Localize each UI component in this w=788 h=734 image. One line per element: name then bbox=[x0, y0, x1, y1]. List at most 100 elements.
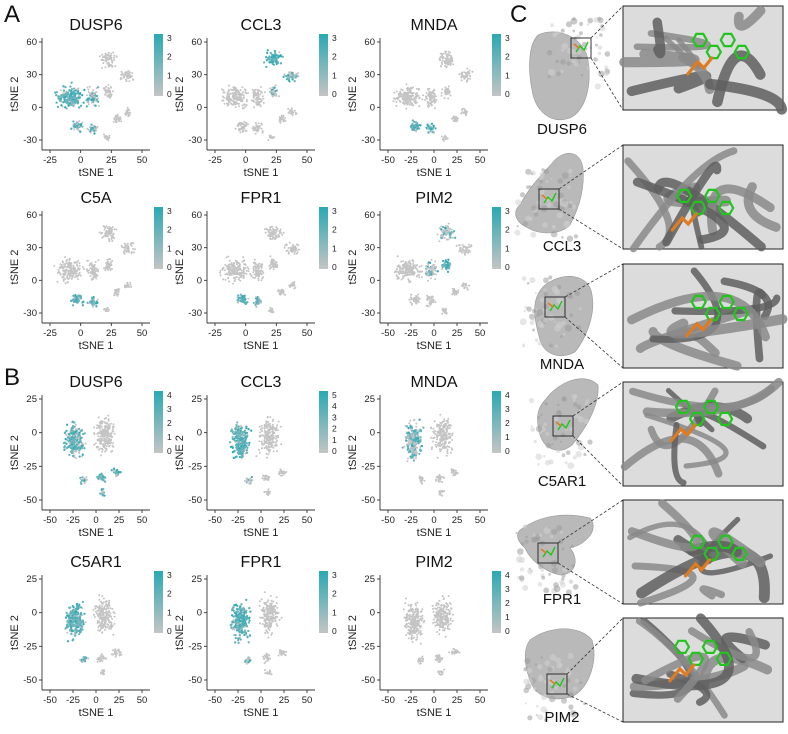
panel-a-plot-3-cell-point bbox=[427, 102, 429, 104]
panel-b-plot-1-cell-point bbox=[80, 445, 83, 448]
panel-b-plot-2-x-label: tSNE 1 bbox=[244, 527, 279, 539]
panel-a-plot-2-cell-point bbox=[234, 93, 237, 96]
panel-a-plot-1-cell-point bbox=[127, 108, 130, 111]
panel-b-plot-3-cell-point bbox=[439, 413, 442, 416]
panel-a-plot-1-cell-point bbox=[73, 96, 76, 100]
panel-a-plot-3-cell-point bbox=[469, 77, 472, 80]
panel-a-plot-5-cell-point bbox=[253, 273, 256, 276]
panel-a-plot-6-cell-point bbox=[395, 274, 398, 277]
panel-b-plot-1-cell-point bbox=[77, 427, 81, 431]
panel-a-plot-5-cell-point bbox=[239, 296, 242, 299]
panel-a-plot-2-cell-point bbox=[242, 130, 245, 133]
panel-a-plot-5-cell-point bbox=[228, 274, 231, 277]
panel-a-plot-1-cell-point bbox=[111, 61, 114, 64]
panel-a-plot-1-cell-point bbox=[98, 104, 101, 107]
panel-a-plot-6-cell-point bbox=[430, 277, 432, 280]
panel-a-plot-3-y-tick-label: 60 bbox=[364, 37, 375, 48]
panel-a-plot-5-colorbar-label: 1 bbox=[332, 243, 337, 253]
panel-a-plot-3-cell-point bbox=[428, 87, 431, 90]
panel-a-plot-4-cell-point bbox=[104, 269, 107, 272]
panel-a-plot-4-cell-point bbox=[125, 244, 128, 247]
panel-a-plot-5-cell-point bbox=[243, 272, 246, 275]
panel-a-plot-3-cell-point bbox=[429, 102, 432, 105]
panel-b-plot-2-y-tick-label: 25 bbox=[191, 394, 202, 405]
panel-b-plot-3-cell-point bbox=[415, 425, 418, 428]
panel-b-plot-1-cell-point bbox=[102, 488, 105, 491]
panel-b-plot-3-cell-point bbox=[441, 440, 444, 443]
panel-a-plot-6-cell-point bbox=[426, 294, 429, 297]
panel-a-plot-1-cell-point bbox=[125, 112, 128, 115]
panel-a-letter: A bbox=[4, 1, 20, 28]
panel-a-plot-6-cell-point bbox=[408, 268, 411, 271]
panel-b-plot-1-cell-point bbox=[70, 451, 74, 454]
panel-a-plot-3-cell-point bbox=[461, 109, 464, 111]
panel-a-plot-4-cell-point bbox=[70, 277, 73, 280]
panel-a-plot-3-cell-point bbox=[419, 124, 422, 127]
panel-b-plot-1-cell-point bbox=[72, 431, 75, 434]
panel-b-plot-3-cell-point bbox=[422, 426, 425, 429]
panel-a-plot-3-cell-point bbox=[416, 127, 419, 130]
panel-a-plot-2-cell-point bbox=[257, 94, 260, 97]
panel-a-plot-3-cell-point bbox=[449, 94, 452, 97]
panel-a-plot-6-cell-point bbox=[430, 302, 433, 305]
panel-a-plot-3-cell-point bbox=[429, 98, 432, 101]
panel-b-plot-1-cell-point bbox=[98, 478, 101, 481]
panel-a-plot-5-cell-point bbox=[236, 261, 238, 264]
panel-a-plot-3-cell-point bbox=[413, 101, 416, 103]
panel-a-plot-6-cell-point bbox=[447, 258, 450, 261]
panel-a-plot-4-cell-point bbox=[71, 304, 75, 307]
panel-b-plot-3-cell-point bbox=[443, 432, 446, 435]
panel-a-plot-1-cell-point bbox=[124, 71, 127, 74]
panel-a-plot-5-cell-point bbox=[297, 248, 300, 251]
panel-a-plot-3-cell-point bbox=[468, 69, 471, 72]
panel-a-plot-1-cell-point bbox=[87, 128, 90, 131]
panel-a-plot-4-cell-point bbox=[83, 268, 85, 271]
panel-a-plot-1-cell-point bbox=[85, 94, 88, 97]
panel-b-plot-2-colorbar-label: 4 bbox=[332, 401, 337, 411]
panel-a-plot-6-cell-point bbox=[454, 236, 457, 239]
panel-a-plot-3-cell-point bbox=[462, 75, 465, 78]
panel-b-plot-2-cell-point bbox=[246, 477, 248, 480]
panel-a-plot-5-cell-point bbox=[247, 267, 250, 270]
panel-b-plot-1-cell-point bbox=[62, 441, 66, 445]
panel-b-plot-3-cell-point bbox=[404, 438, 407, 441]
panel-b-plot-2-cell-point bbox=[280, 472, 283, 475]
panel-a-plot-4-cell-point bbox=[94, 261, 97, 263]
panel-a-plot-3-cell-point bbox=[407, 88, 409, 91]
panel-a-plot-6-cell-point bbox=[446, 238, 448, 241]
panel-a-plot-2-x-tick-label: -25 bbox=[208, 155, 222, 166]
panel-b-plot-2-cell-point bbox=[267, 494, 270, 496]
panel-b-plot-3-cell-point bbox=[442, 445, 445, 448]
panel-a-plot-2-cell-point bbox=[227, 102, 230, 105]
panel-a-plot-5-cell-point bbox=[238, 263, 241, 266]
panel-a-plot-1-y-tick-label: 0 bbox=[32, 102, 37, 113]
panel-a-plot-5-cell-point bbox=[245, 272, 248, 275]
panel-a-plot-3-cell-point bbox=[443, 135, 446, 138]
panel-a-plot-6-cell-point bbox=[401, 277, 404, 279]
panel-b-plot-3-x-tick-label: 25 bbox=[452, 515, 463, 526]
panel-b-plot-2-colorbar-label: 1 bbox=[332, 435, 337, 445]
panel-a-plot-5-cell-point bbox=[281, 233, 284, 236]
panel-a-plot-6-cell-point bbox=[434, 260, 437, 263]
panel-a-plot-3-cell-point bbox=[402, 97, 405, 100]
panel-a-plot-1-points bbox=[54, 51, 135, 142]
panel-a-plot-1-cell-point bbox=[88, 94, 92, 97]
panel-a-plot-1-cell-point bbox=[102, 87, 105, 90]
panel-b-plot-3-cell-point bbox=[432, 427, 435, 430]
panel-a-plot-2-cell-point bbox=[245, 100, 248, 103]
panel-b-plot-1-cell-point bbox=[101, 450, 104, 453]
panel-a-plot-1-cell-point bbox=[88, 85, 91, 88]
panel-b-plot-2-cell-point bbox=[260, 440, 263, 443]
panel-b-plot-3-cell-point bbox=[440, 432, 443, 435]
panel-b-plot-3-cell-point bbox=[421, 482, 424, 485]
panel-a-plot-1-cell-point bbox=[62, 89, 66, 92]
panel-a-plot-1-cell-point bbox=[119, 116, 122, 119]
panel-b-plot-3-x-tick-label: 50 bbox=[475, 515, 486, 526]
panel-a-plot-2-cell-point bbox=[297, 75, 300, 78]
panel-a-plot-1-cell-point bbox=[103, 133, 105, 136]
panel-a-plot-5-cell-point bbox=[271, 307, 274, 310]
panel-a-plot-5-cell-point bbox=[267, 230, 270, 233]
panel-a-plot-1-cell-point bbox=[107, 51, 110, 54]
panel-b-plot-2-cell-point bbox=[265, 439, 268, 442]
